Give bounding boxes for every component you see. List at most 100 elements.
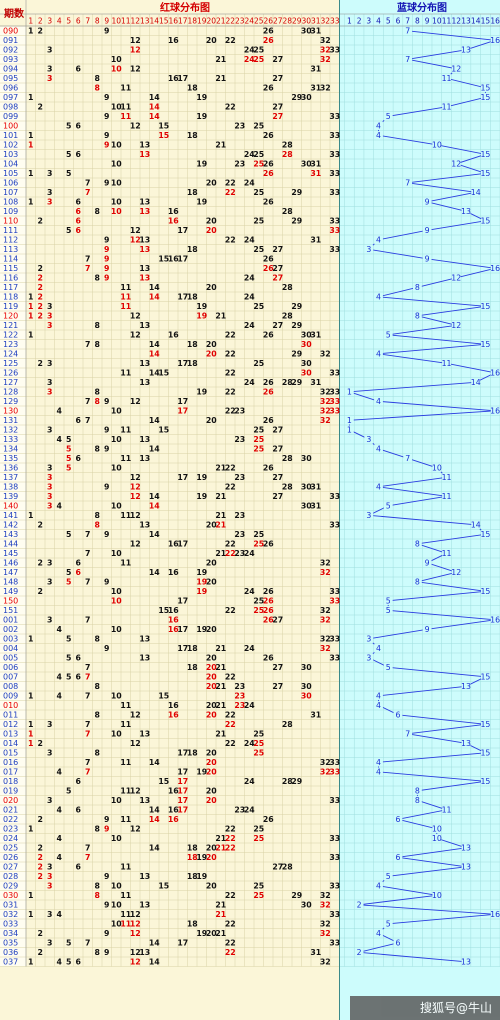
blue-ball-bg: [412, 786, 422, 795]
blue-ball: 5: [386, 331, 391, 340]
issue-number: 092: [3, 46, 18, 55]
blue-ball-bg: [364, 634, 374, 643]
blue-ball-bg: [344, 416, 354, 425]
red-ball: 1: [28, 692, 33, 701]
red-ball-title: 红球分布图: [160, 1, 210, 14]
blue-ball: 4: [376, 929, 381, 938]
red-ball: 14: [149, 815, 160, 824]
red-ball: 24: [244, 293, 255, 302]
red-ball: 12: [130, 787, 141, 796]
red-ball: 16: [168, 568, 179, 577]
red-ball: 16: [168, 207, 179, 216]
red-ball: 22: [225, 549, 236, 558]
red-ball: 3: [47, 796, 52, 805]
red-ball: 26: [263, 654, 274, 663]
red-ball: 13: [139, 872, 150, 881]
red-ball: 14: [149, 939, 160, 948]
blue-ball-bg: [461, 739, 471, 748]
red-ball: 9: [104, 644, 109, 653]
red-ball: 23: [234, 806, 245, 815]
red-ball: 25: [253, 426, 264, 435]
red-ball: 16: [168, 74, 179, 83]
issue-row: 131 6 7 14 20 26 32: [3, 416, 331, 425]
red-ball: 17: [177, 796, 188, 805]
red-ball: 33: [329, 834, 340, 843]
red-ball: 11: [120, 454, 131, 463]
red-ball: 13: [139, 948, 150, 957]
issue-number: 026: [3, 853, 18, 862]
issue-number: 142: [3, 521, 18, 530]
blue-ball-bg: [481, 216, 490, 225]
red-ball: 22: [225, 331, 236, 340]
red-ball: 25: [253, 730, 264, 739]
issue-number: 010: [3, 701, 18, 710]
red-ball: 20: [206, 36, 217, 45]
blue-ball-bg: [403, 729, 413, 738]
red-ball: 5: [66, 958, 71, 967]
blue-ball-bg: [403, 454, 413, 463]
red-ball: 9: [104, 483, 109, 492]
red-ball: 28: [282, 454, 293, 463]
blue-ball-bg: [471, 378, 481, 387]
blue-ball-bg: [442, 74, 451, 83]
red-ball: 8: [95, 84, 100, 93]
red-ball: 23: [234, 473, 245, 482]
red-ball: 19: [196, 872, 207, 881]
red-ball: 1: [28, 93, 33, 102]
red-ball: 13: [139, 198, 150, 207]
red-ball: 19: [196, 198, 207, 207]
red-ball: 11: [120, 103, 131, 112]
red-ball: 7: [85, 939, 90, 948]
blue-ball: 9: [425, 559, 430, 568]
red-ball: 20: [206, 853, 217, 862]
blue-ball-bg: [442, 492, 451, 501]
red-ball: 13: [139, 730, 150, 739]
red-ball: 32: [320, 616, 331, 625]
issue-row: 022 2 9 11 14 16 26: [3, 815, 274, 824]
issue-number: 037: [3, 958, 18, 967]
red-ball: 7: [85, 663, 90, 672]
red-ball: 21: [215, 901, 226, 910]
red-ball: 25: [253, 160, 264, 169]
red-ball: 14: [149, 93, 160, 102]
red-ball: 11: [120, 815, 131, 824]
red-ball: 18: [187, 844, 198, 853]
red-ball: 8: [95, 274, 100, 283]
red-col-header: 17: [178, 17, 188, 26]
issue-number: 118: [3, 293, 18, 302]
red-ball: 5: [66, 654, 71, 663]
red-ball: 9: [104, 141, 109, 150]
red-ball: 8: [95, 749, 100, 758]
red-ball: 10: [111, 549, 122, 558]
red-ball: 17: [177, 749, 188, 758]
blue-col-header: 12: [451, 17, 461, 26]
red-ball: 3: [47, 388, 52, 397]
red-ball: 33: [329, 46, 340, 55]
red-ball: 14: [149, 350, 160, 359]
red-ball: 17: [177, 397, 188, 406]
red-ball: 33: [329, 226, 340, 235]
red-ball: 23: [234, 682, 245, 691]
red-ball: 10: [111, 502, 122, 511]
red-ball: 22: [225, 606, 236, 615]
red-ball: 12: [130, 46, 141, 55]
blue-col-header: 13: [461, 17, 471, 26]
red-col-header: 29: [292, 17, 302, 26]
red-ball: 21: [215, 701, 226, 710]
blue-ball: 15: [480, 302, 490, 311]
red-ball: 21: [215, 55, 226, 64]
blue-ball: 9: [425, 198, 430, 207]
issue-number: 017: [3, 768, 18, 777]
